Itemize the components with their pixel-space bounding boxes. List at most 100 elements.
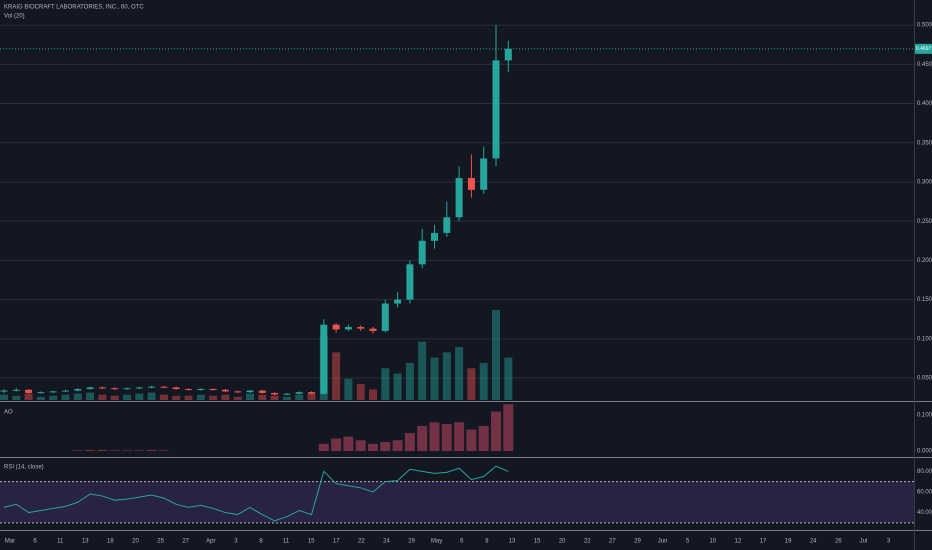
candle-body [381, 303, 389, 331]
volume-bar [295, 394, 304, 400]
y-tick-label: 0.350 [917, 140, 932, 146]
volume-bar [258, 394, 267, 400]
candle-body [320, 324, 328, 394]
candle-body [455, 178, 463, 218]
volume-bar [147, 392, 156, 400]
volume-bar [270, 395, 279, 400]
ao-bar [331, 438, 342, 452]
ao-bar [85, 449, 96, 452]
volume-bar [110, 395, 119, 400]
volume-bar [61, 394, 70, 400]
volume-bar [73, 393, 82, 400]
candle-body [209, 389, 217, 391]
candle-body [369, 328, 377, 331]
x-tick-label: Jul [860, 539, 868, 545]
y-tick-label: 0.200 [917, 258, 932, 264]
ao-bar [318, 443, 329, 452]
volume-bar [369, 389, 377, 400]
candle-body [135, 387, 143, 389]
volume-bar [393, 373, 402, 400]
candle-body [221, 389, 229, 392]
ao-bar [158, 450, 169, 452]
ao-bar [380, 442, 391, 452]
ao-bar [392, 440, 403, 452]
x-tick-label: 15 [308, 539, 315, 545]
ao-bar [343, 436, 354, 452]
candle-body [234, 391, 242, 393]
ao-bar [146, 449, 157, 452]
candle-body [74, 389, 82, 391]
x-tick-label: 20 [132, 539, 139, 545]
x-tick-label: 27 [182, 539, 189, 545]
x-tick-label: 29 [634, 539, 641, 545]
x-tick-label: 24 [383, 539, 390, 545]
volume-bar [405, 362, 414, 400]
candle-body [111, 388, 119, 390]
ao-bar [491, 411, 501, 452]
candle-body [148, 386, 156, 388]
x-tick-label: 5 [686, 539, 690, 545]
volume-bar [356, 384, 365, 400]
volume-bar [49, 395, 58, 400]
x-tick-label: 22 [358, 539, 365, 545]
candle-body [431, 232, 438, 241]
x-tick-label: 13 [82, 539, 89, 545]
x-tick-label: 17 [760, 539, 767, 545]
volume-bar [196, 394, 205, 400]
x-tick-label: 24 [810, 539, 817, 545]
candle-body [0, 390, 8, 392]
x-tick-label: May [431, 539, 442, 545]
x-tick-label: 8 [485, 539, 489, 545]
volume-bar [455, 347, 464, 400]
rsi-title: RSI (14, close) [4, 465, 44, 471]
candle-body [357, 327, 365, 329]
x-tick-label: 11 [283, 539, 290, 545]
y-tick-label: 0.000 [917, 449, 932, 455]
ao-title: AO [4, 410, 13, 416]
x-tick-label: 8 [259, 539, 263, 545]
x-tick-label: 11 [57, 539, 64, 545]
ao-bar [404, 433, 415, 452]
volume-bar [209, 395, 218, 400]
candle-body [418, 240, 426, 265]
y-tick-label: 40.000 [917, 510, 932, 516]
volume-bar [172, 395, 181, 400]
x-tick-label: 15 [534, 539, 541, 545]
volume-bar [86, 392, 95, 400]
candle-body [123, 388, 131, 390]
volume-bar [221, 394, 230, 400]
x-tick-label: 19 [785, 539, 792, 545]
rsi-line [3, 465, 509, 522]
volume-bar [135, 393, 144, 400]
y-tick-label: 0.100 [917, 336, 932, 342]
x-tick-label: 27 [609, 539, 616, 545]
volume-bar [344, 378, 353, 400]
candle-body [394, 299, 402, 304]
candle-body [258, 390, 266, 393]
y-tick-label: 0.100 [917, 413, 932, 419]
ao-bar [72, 450, 83, 452]
x-tick-label: 29 [408, 539, 415, 545]
candle-body [86, 387, 94, 390]
volume-bar [246, 393, 254, 400]
x-tick-label: Jun [658, 539, 668, 545]
ao-bar [417, 425, 428, 452]
ao-bar [109, 450, 120, 452]
x-tick-label: 25 [157, 539, 164, 545]
y-tick-label: 0.050 [917, 376, 932, 382]
candle-body [197, 389, 205, 391]
candle-body [62, 390, 69, 392]
candle-body [246, 390, 254, 393]
candle-body [160, 386, 168, 388]
volume-bar [430, 357, 439, 400]
candle-body [49, 391, 57, 393]
candle-body [308, 392, 315, 394]
chart-title: KRAIG BIOCRAFT LABORATORIES, INC., 60, O… [4, 5, 144, 11]
x-tick-label: 10 [709, 539, 716, 545]
x-tick-label: 6 [460, 539, 464, 545]
volume-bar [12, 395, 21, 400]
volume-bar [332, 352, 341, 400]
candle-body [344, 327, 352, 330]
y-tick-label: 0.300 [917, 180, 932, 186]
